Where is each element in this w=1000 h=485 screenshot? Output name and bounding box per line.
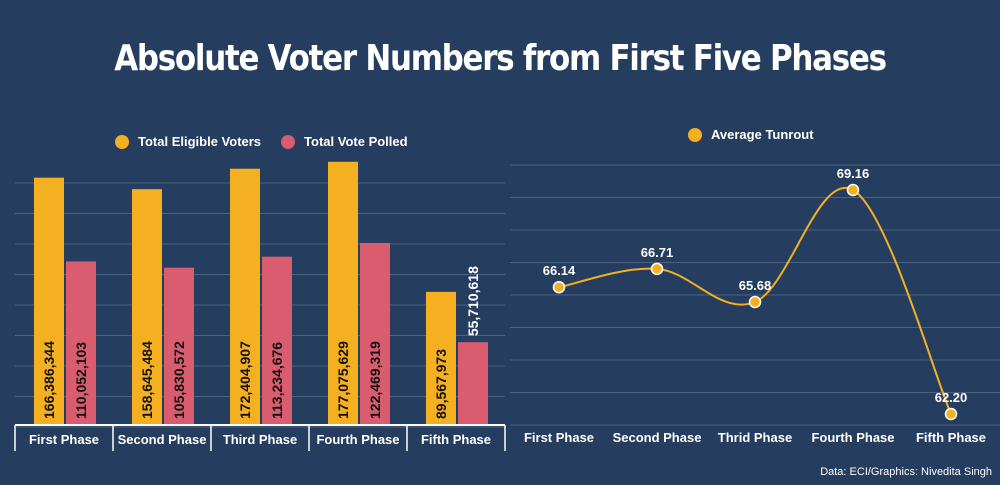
- bar-value-label: 166,386,344: [41, 341, 57, 419]
- turnout-value-label: 66.14: [543, 263, 576, 278]
- legend-swatch-turnout: [688, 127, 702, 142]
- turnout-value-label: 69.16: [837, 166, 870, 181]
- turnout-value-label: 65.68: [739, 278, 772, 293]
- bar-category-label: First Phase: [29, 432, 99, 447]
- line-category-label: Thrid Phase: [718, 430, 792, 445]
- bar-eligible: [34, 177, 64, 425]
- bar-value-label: 177,075,629: [335, 341, 351, 419]
- bar-chart-legend: Total Eligible Voters Total Vote Polled: [115, 134, 428, 149]
- bar-polled: [164, 267, 194, 425]
- turnout-value-label: 62.20: [935, 390, 968, 405]
- bar-value-label: 113,234,676: [269, 342, 285, 419]
- line-category-label: Fifth Phase: [916, 430, 986, 445]
- bar-value-label: 172,404,907: [237, 341, 253, 419]
- bar-category-label: Third Phase: [223, 432, 297, 447]
- bar-category-label: Second Phase: [118, 432, 207, 447]
- chart-title: Absolute Voter Numbers from First Five P…: [114, 38, 887, 79]
- legend-label-eligible: Total Eligible Voters: [138, 134, 262, 149]
- line-category-label: First Phase: [524, 430, 594, 445]
- bar-value-label: 110,052,103: [73, 342, 89, 419]
- bar-eligible: [328, 161, 358, 425]
- turnout-point: [944, 407, 958, 421]
- bar-category-label: Fifth Phase: [421, 432, 491, 447]
- legend-label-polled: Total Vote Polled: [304, 134, 408, 149]
- bar-polled: [360, 242, 390, 425]
- turnout-point: [748, 295, 762, 309]
- bar-eligible: [132, 189, 162, 425]
- bar-eligible: [230, 168, 260, 425]
- turnout-value-label: 66.71: [641, 245, 674, 260]
- turnout-point: [650, 262, 664, 276]
- line-category-label: Fourth Phase: [811, 430, 894, 445]
- bar-value-label: 89,567,973: [433, 349, 449, 419]
- legend-swatch-polled: [281, 134, 296, 149]
- legend-entry-polled: Total Vote Polled: [281, 134, 408, 149]
- bar-category-label: Fourth Phase: [316, 432, 399, 447]
- line-chart-legend: Average Tunrout: [688, 127, 834, 142]
- turnout-line: [558, 186, 952, 415]
- legend-entry-eligible: Total Eligible Voters: [115, 134, 261, 149]
- bar-eligible: [426, 291, 456, 425]
- legend-entry-turnout: Average Tunrout: [688, 127, 814, 142]
- legend-label-turnout: Average Tunrout: [711, 127, 814, 142]
- bar-polled: [262, 256, 292, 425]
- line-category-label: Second Phase: [613, 430, 702, 445]
- bar-value-label: 122,469,319: [367, 341, 383, 419]
- bar-polled: [66, 261, 96, 425]
- bar-value-label: 105,830,572: [171, 341, 187, 419]
- bar-value-label: 55,710,618: [465, 266, 481, 336]
- legend-swatch-eligible: [115, 134, 129, 149]
- turnout-point: [846, 183, 860, 197]
- bar-polled: [458, 342, 488, 425]
- bar-value-label: 158,645,484: [139, 341, 155, 419]
- turnout-point: [552, 280, 566, 294]
- source-credit: Data: ECI/Graphics: Nivedita Singh: [820, 466, 992, 478]
